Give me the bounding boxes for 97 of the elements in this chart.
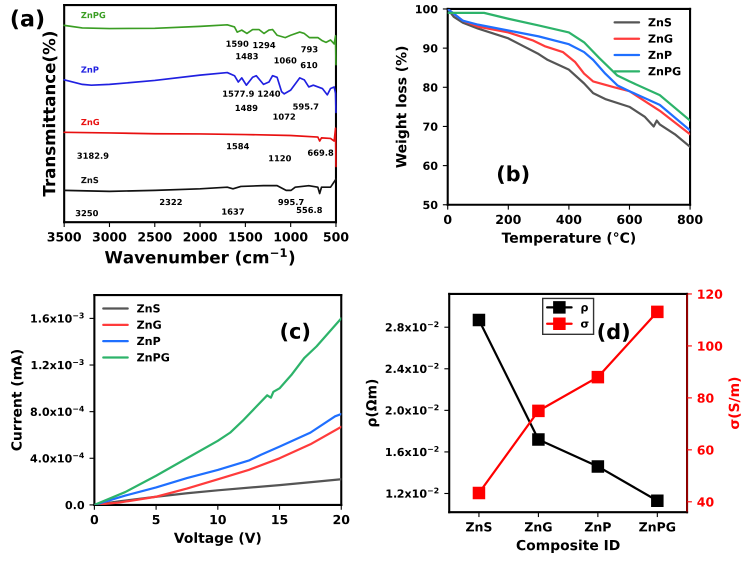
x-tick-label: 500 — [324, 232, 348, 242]
x-tick-label: 20 — [334, 514, 350, 524]
x-tick-label: 1500 — [229, 232, 262, 242]
x-tick-label: 2000 — [184, 232, 217, 242]
y2-tick-label: 100 — [698, 341, 722, 351]
annotation: 1590 — [226, 40, 248, 47]
y2-tick-label: 120 — [698, 289, 722, 299]
point — [472, 314, 486, 326]
x-tick-label: 0 — [90, 514, 98, 524]
legend-label: ZnS — [137, 304, 160, 313]
annotation: (d) — [598, 323, 629, 342]
y-tick-label: 0.0 — [66, 500, 84, 510]
x-tick-label: 400 — [556, 214, 582, 224]
y2-tick-label: 40 — [697, 497, 714, 507]
series-label: ZnG — [81, 118, 100, 126]
annotation: (b) — [498, 165, 528, 184]
y-tick-label: 2.8x10$^{−2}$ — [386, 321, 438, 332]
annotation: 1584 — [227, 143, 249, 150]
legend-label: ZnS — [648, 18, 672, 26]
x-tick-label: 1000 — [274, 232, 308, 242]
legend-label: ρ — [581, 305, 588, 314]
annotation: 3250 — [76, 210, 98, 216]
y-tick-label: 90 — [423, 44, 438, 53]
point — [651, 494, 664, 508]
y-axis-title: ρ(Ωm) — [366, 380, 380, 426]
x-tick-label: 15 — [272, 515, 288, 524]
x-tick-label: 800 — [678, 214, 703, 224]
y-tick-label: 80 — [423, 83, 438, 92]
x-tick-label: ZnG — [524, 522, 552, 532]
y-tick-label: 2.4x10$^{−2}$ — [386, 362, 439, 374]
y-tick-label: 50 — [423, 200, 438, 210]
series-label: ZnP — [81, 66, 99, 73]
annotation: 2322 — [160, 198, 182, 206]
annotation: 995.7 — [278, 198, 304, 206]
y2-tick-label: 80 — [698, 393, 714, 403]
series-label: ZnPG — [81, 12, 106, 18]
annotation: 1489 — [236, 104, 258, 112]
point — [592, 370, 604, 384]
x-tick-label: ZnPG — [639, 522, 676, 532]
x-axis-title: Temperature (°C) — [502, 232, 635, 246]
y-tick-label: 70 — [423, 122, 438, 131]
annotation: 1577.9 — [223, 90, 254, 97]
point — [651, 306, 664, 318]
legend-label: ZnP — [648, 50, 672, 59]
annotation: 793 — [301, 46, 318, 52]
annotation: (c) — [281, 322, 310, 342]
y-tick-label: 60 — [423, 162, 438, 170]
y-tick-label: 1.6x10$^{−3}$ — [31, 312, 84, 323]
annotation: 1637 — [222, 208, 244, 215]
x-axis-title: Composite ID — [516, 540, 620, 554]
x-tick-label: 10 — [210, 514, 226, 524]
y2-axis-title: σ(S/m) — [728, 378, 741, 430]
point — [532, 433, 545, 446]
y-axis-title: Weight loss (%) — [396, 46, 410, 168]
x-tick-label: 5 — [152, 515, 160, 524]
annotation: 1483 — [236, 53, 258, 60]
x-tick-label: 2500 — [138, 232, 172, 242]
x-tick-label: 600 — [617, 214, 642, 224]
x-axis-title: Voltage (V) — [174, 532, 261, 546]
y2-tick-label: 60 — [698, 445, 714, 455]
y-tick-label: 1.2x10$^{−2}$ — [386, 488, 438, 498]
annotation: 556.8 — [296, 206, 322, 214]
y-tick-label: 100 — [416, 4, 438, 14]
y-tick-label: 8.0x10$^{−4}$ — [30, 406, 84, 416]
x-tick-label: ZnP — [584, 522, 611, 532]
x-tick-label: 3500 — [48, 232, 81, 242]
y-tick-label: 2.0x10$^{−2}$ — [386, 404, 439, 415]
annotation: 1060 — [274, 57, 296, 64]
series-label: ZnS — [81, 176, 98, 184]
y-tick-label: 4.0x10$^{−4}$ — [30, 452, 84, 463]
annotation: 1120 — [269, 155, 291, 162]
x-tick-label: 3000 — [92, 232, 126, 242]
annotation: 3182.9 — [77, 152, 108, 159]
legend-label: ZnPG — [648, 66, 680, 76]
x-tick-label: 0 — [444, 214, 452, 224]
legend-label: ZnG — [648, 34, 672, 43]
y-axis-title: Transmittance(%) — [42, 32, 58, 197]
x-tick-label: ZnS — [466, 522, 492, 532]
text: (a) — [12, 10, 44, 30]
annotation: 1294 — [253, 42, 276, 48]
legend-label: σ — [580, 322, 589, 328]
x-axis-title: Wavenumber (cm$^{−1}$) — [104, 248, 294, 266]
legend-label: ZnP — [137, 336, 160, 346]
point — [592, 460, 604, 473]
legend-label: ZnG — [137, 320, 161, 329]
y-tick-label: 1.2x10$^{−3}$ — [32, 359, 84, 370]
legend-label: ZnPG — [137, 353, 170, 362]
annotation: 1240 — [258, 90, 280, 97]
y-tick-label: 1.6x10$^{−2}$ — [386, 446, 439, 456]
annotation: 669.8 — [308, 150, 334, 156]
y-axis-title: Current (mA) — [11, 350, 24, 451]
point — [472, 486, 486, 500]
annotation: 595.7 — [293, 103, 318, 110]
point — [532, 404, 545, 418]
annotation: 1072 — [273, 113, 296, 120]
x-tick-label: 200 — [496, 214, 521, 224]
annotation: 610 — [300, 62, 318, 68]
